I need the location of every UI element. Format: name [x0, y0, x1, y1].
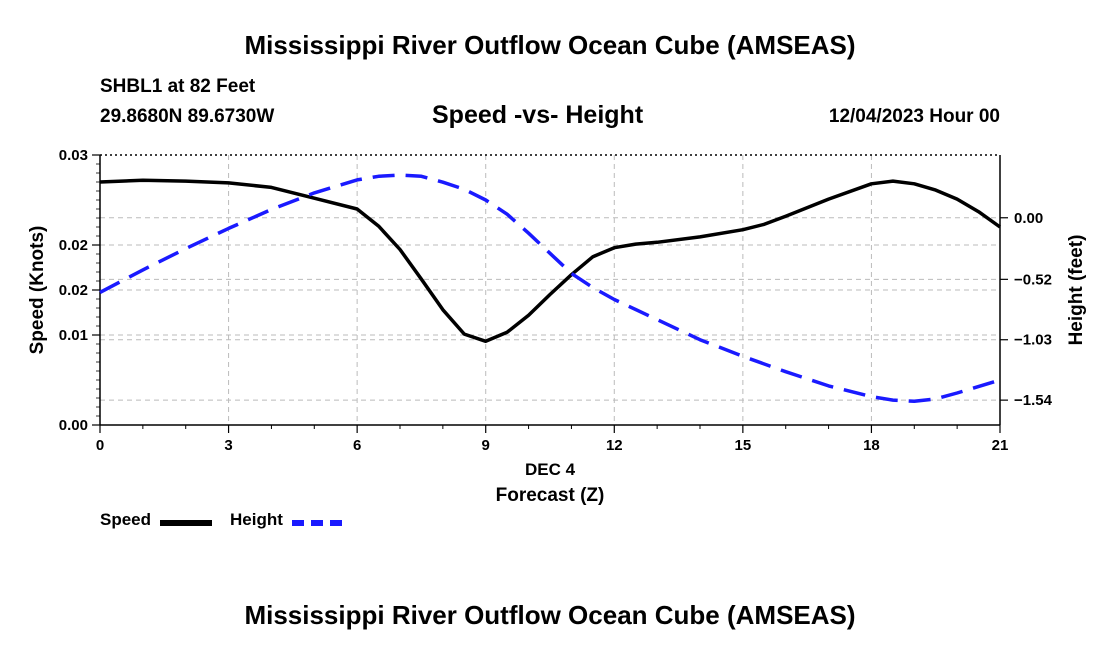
y-left-tick-label: 0.01: [59, 327, 88, 344]
chart-subtitle: Speed -vs- Height: [432, 101, 644, 129]
x-tick-label: 3: [224, 437, 232, 454]
x-tick-label: 9: [482, 437, 490, 454]
series-line-speed: [99, 178, 1002, 344]
station-label: SHBL1 at 82 Feet: [100, 76, 256, 97]
y-right-axis-label: Height (feet): [1066, 235, 1087, 346]
y-right-tick-label: −0.52: [1014, 271, 1052, 288]
x-tick-label: 12: [606, 437, 623, 454]
y-left-tick-label: 0.03: [59, 147, 88, 164]
y-left-tick-label: 0.02: [59, 282, 88, 299]
chart-title-bottom: Mississippi River Outflow Ocean Cube (AM…: [244, 600, 856, 630]
forecast-datetime: 12/04/2023 Hour 00: [828, 106, 1000, 127]
x-tick-label: 21: [992, 437, 1009, 454]
x-tick-label: 15: [735, 437, 752, 454]
legend-height-label: Height: [230, 510, 283, 529]
x-axis-date-label: DEC 4: [525, 460, 576, 479]
x-tick-label: 6: [353, 437, 361, 454]
x-axis-label: Forecast (Z): [496, 485, 605, 506]
station-coords: 29.8680N 89.6730W: [100, 106, 275, 127]
x-tick-label: 0: [96, 437, 104, 454]
chart-title-top: Mississippi River Outflow Ocean Cube (AM…: [244, 30, 856, 60]
y-left-tick-label: 0.02: [59, 237, 88, 254]
y-right-tick-label: 0.00: [1014, 210, 1043, 227]
legend-speed-swatch: [160, 520, 212, 526]
y-right-tick-label: −1.03: [1014, 332, 1052, 349]
series-line-height: [99, 173, 1001, 404]
y-right-tick-label: −1.54: [1014, 392, 1053, 409]
legend-height-swatch: [292, 520, 342, 526]
x-tick-label: 18: [863, 437, 880, 454]
speed-height-chart: 0 3 6 9 12 15 18 21 0.00 0.01 0.02 0.02 0.03 0.00 −0.5…: [27, 147, 1087, 506]
y-left-tick-label: 0.00: [59, 417, 88, 434]
legend-speed-label: Speed: [100, 510, 152, 529]
y-left-axis-label: Speed (Knots): [27, 226, 48, 355]
